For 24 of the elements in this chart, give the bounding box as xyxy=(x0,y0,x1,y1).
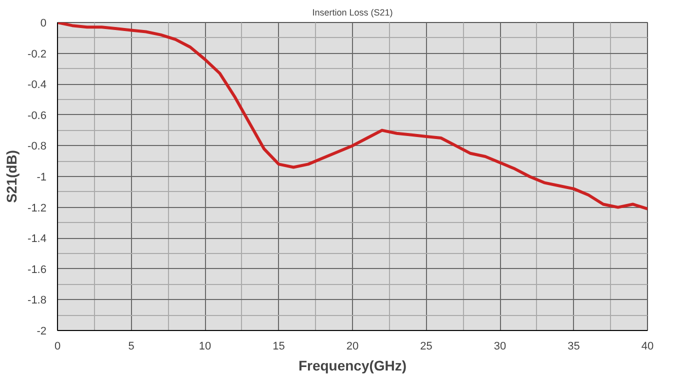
y-tick-label: -1.6 xyxy=(28,264,47,276)
line-series xyxy=(58,22,648,210)
x-tick-label: 0 xyxy=(54,340,61,352)
x-tick-label: 20 xyxy=(346,340,359,352)
x-tick-label: 10 xyxy=(198,340,212,352)
x-tick-label: 5 xyxy=(128,340,134,352)
chart-title: Insertion Loss (S21) xyxy=(312,8,393,18)
y-tick-label: -1 xyxy=(36,172,46,184)
y-tick-label: -0.4 xyxy=(28,79,47,92)
y-tick-label: -0.6 xyxy=(28,110,47,122)
y-tick-label: -0.8 xyxy=(28,140,47,153)
x-tick-label: 25 xyxy=(420,340,432,352)
y-tick-label: -1.4 xyxy=(28,233,47,246)
y-tick-label: -1.2 xyxy=(28,202,47,214)
x-tick-label: 35 xyxy=(568,340,580,352)
x-tick-label: 40 xyxy=(641,340,654,352)
x-tick-label: 30 xyxy=(494,340,506,352)
y-tick-label: -0.2 xyxy=(28,48,47,60)
x-axis-title: Frequency(GHz) xyxy=(298,358,407,374)
y-axis-title: S21(dB) xyxy=(4,150,20,203)
y-tick-label: -2 xyxy=(36,326,46,338)
y-tick-label: 0 xyxy=(40,18,47,30)
x-tick-label: 15 xyxy=(272,340,285,352)
y-tick-label: -1.8 xyxy=(28,294,47,307)
